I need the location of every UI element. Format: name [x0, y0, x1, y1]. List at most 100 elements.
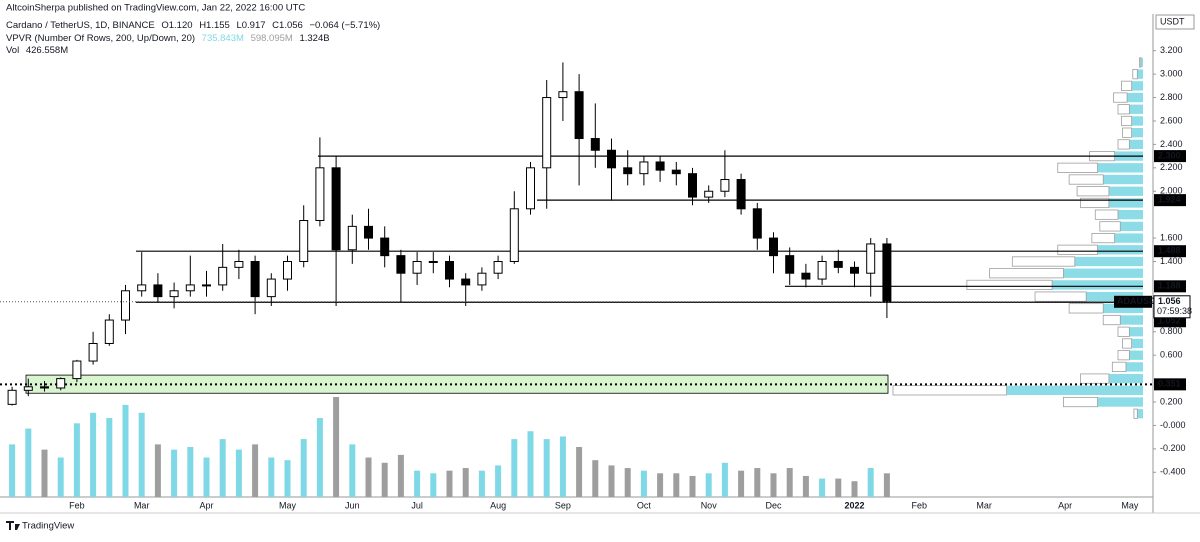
candle-body [688, 173, 697, 198]
candle-body [769, 237, 778, 257]
change: −0.064 (−5.71%) [309, 20, 380, 31]
candle-body [671, 169, 681, 175]
candle-body [866, 243, 876, 274]
profile-down [1076, 186, 1110, 197]
profile-up [1137, 69, 1143, 79]
level-box [1154, 280, 1186, 293]
brand: TradingView [22, 521, 74, 532]
legend: Cardano / TetherUS, 1D, BINANCE O1.120 H… [6, 20, 380, 31]
candle-body [428, 261, 438, 263]
volume-bar [721, 462, 728, 497]
volume-bar [73, 423, 80, 497]
candle-body [88, 342, 98, 362]
profile-down [989, 268, 1064, 279]
profile-up [1063, 268, 1143, 278]
y-tick-label: 1.600 [1160, 232, 1183, 242]
level-label: 0.351 [1158, 379, 1181, 389]
last-price-box [1153, 295, 1191, 319]
level-label: 1.924 [1158, 195, 1181, 205]
volume-bar [559, 436, 566, 497]
x-tick-label: Feb [912, 500, 928, 510]
candle-body [169, 290, 179, 298]
volume-bar [657, 473, 664, 497]
profile-up [1108, 186, 1143, 196]
volume-bar [705, 473, 712, 497]
x-tick-label: Jun [345, 500, 360, 510]
symbol-box [1114, 295, 1152, 308]
volume-bar [478, 470, 485, 497]
candle-body [72, 360, 82, 380]
candle-body [477, 272, 487, 286]
vol-value: 426.558M [26, 45, 68, 56]
volume-bar [754, 468, 761, 497]
y-tick-label: 3.200 [1160, 45, 1183, 55]
volume-bar [171, 449, 178, 497]
volume-bar [640, 470, 647, 497]
profile-down [966, 279, 1053, 291]
candle-body [509, 208, 519, 262]
y-tick-label: 2.400 [1160, 139, 1183, 149]
y-tick-label: 2.200 [1160, 162, 1183, 172]
profile-up [1108, 198, 1143, 208]
candle-body [23, 386, 33, 391]
currency: USDT [1160, 16, 1185, 26]
volume-bar [883, 473, 890, 497]
y-tick-label: 1.400 [1160, 256, 1183, 266]
level-label: 1.488 [1158, 246, 1181, 256]
volume-bar [511, 439, 518, 497]
volume-bar [608, 465, 615, 497]
y-tick-label: -0.000 [1160, 420, 1186, 430]
profile-up [1129, 139, 1143, 150]
profile-down [1121, 80, 1133, 91]
profile-down [1117, 139, 1130, 150]
profile-down [1122, 338, 1133, 349]
y-tick-label: 0.200 [1160, 396, 1183, 406]
candle-body [396, 255, 406, 274]
profile-up [1120, 221, 1143, 232]
volume-bar [365, 457, 372, 497]
profile-down [892, 385, 1008, 396]
volume-bar [284, 460, 291, 497]
volume-bar [462, 468, 469, 497]
candle-body [121, 290, 130, 321]
candle-body [380, 237, 390, 257]
candle-body [266, 278, 276, 298]
profile-down [1132, 69, 1138, 80]
profile-up [1097, 397, 1143, 407]
x-tick-label: Sep [555, 500, 571, 510]
profile-down [1133, 408, 1138, 419]
volume-bar [9, 444, 16, 497]
volume-bar [106, 418, 113, 497]
candle-body [218, 266, 228, 286]
candle-body [752, 208, 762, 239]
profile-up [1140, 57, 1143, 68]
candle-body [56, 378, 66, 389]
volume-bar [122, 404, 129, 497]
profile-down [1034, 291, 1087, 302]
profile-up [1129, 104, 1143, 114]
candle-body [364, 225, 373, 239]
last-price-label: 1.056 [1158, 296, 1181, 306]
profile-down [1099, 221, 1121, 232]
x-tick-label: Dec [765, 500, 782, 510]
volume-bar [300, 439, 307, 497]
profile-down [1117, 350, 1130, 361]
volume-bar [527, 431, 534, 497]
y-tick-label: 0.600 [1160, 350, 1183, 360]
candle-body [882, 243, 892, 303]
volume-bar [673, 473, 680, 497]
volume-bar [203, 457, 210, 497]
level-label: 2.300 [1158, 150, 1181, 160]
profile-up [1074, 256, 1143, 267]
y-tick-label: 0.800 [1160, 326, 1183, 336]
y-tick-label: 3.000 [1160, 69, 1183, 79]
x-tick-label: Aug [490, 500, 506, 510]
close: C1.056 [272, 20, 303, 31]
x-tick-label: Jul [411, 500, 423, 510]
candle-body [655, 161, 665, 171]
candle-body [202, 284, 211, 287]
y-tick-label: -0.200 [1160, 443, 1186, 453]
volume-bar [624, 468, 631, 497]
low: L0.917 [236, 20, 265, 31]
volume-bar [770, 473, 777, 497]
